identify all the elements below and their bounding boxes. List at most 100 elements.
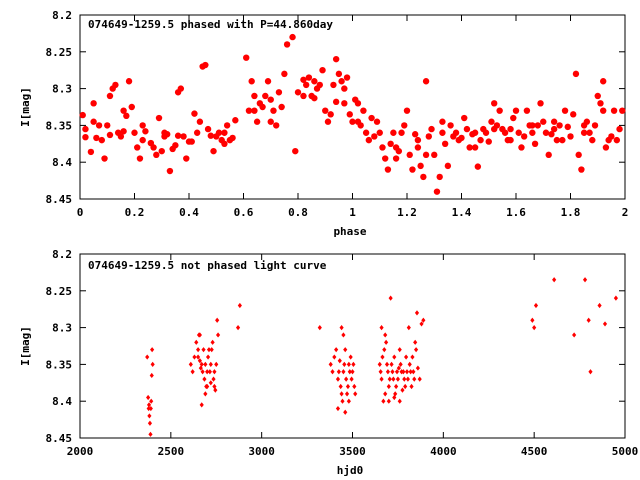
data-point	[338, 383, 343, 390]
data-point	[404, 369, 410, 375]
data-point	[317, 325, 322, 331]
chart-title: 074649-1259.5 not phased light curve	[88, 259, 327, 272]
data-point	[406, 325, 411, 331]
data-point	[134, 144, 141, 151]
data-point	[199, 402, 204, 408]
data-point	[208, 380, 213, 386]
data-point	[439, 129, 446, 136]
data-point	[322, 107, 329, 114]
data-point	[376, 129, 383, 136]
x-tick-label: 0	[77, 206, 84, 219]
data-point	[87, 148, 95, 156]
data-point	[570, 111, 577, 118]
data-point	[90, 118, 97, 125]
data-point	[264, 78, 272, 85]
data-point	[386, 398, 391, 404]
data-point	[324, 118, 332, 125]
data-point	[394, 369, 400, 375]
data-point	[206, 347, 212, 353]
data-point	[214, 361, 219, 367]
data-point	[202, 61, 209, 69]
data-point	[93, 134, 100, 142]
data-point	[586, 129, 593, 136]
data-point	[613, 136, 621, 144]
data-point	[346, 111, 353, 118]
data-point	[559, 136, 566, 144]
data-point	[123, 112, 130, 120]
data-point	[203, 361, 208, 367]
data-point	[190, 369, 195, 375]
data-point	[395, 376, 400, 382]
data-point	[482, 129, 490, 136]
data-point	[183, 155, 190, 162]
x-tick-label: 0.8	[288, 206, 308, 219]
x-axis-title: hjd0	[337, 464, 364, 477]
data-point	[305, 74, 313, 81]
data-point	[564, 123, 571, 131]
data-point	[174, 89, 182, 96]
data-point	[251, 107, 258, 114]
data-point	[343, 347, 348, 353]
data-point	[117, 133, 125, 140]
data-point	[365, 136, 373, 144]
data-point	[210, 147, 217, 155]
data-point	[410, 354, 415, 360]
data-point	[387, 376, 392, 382]
data-point	[550, 118, 558, 125]
data-point	[556, 122, 563, 129]
data-point	[411, 369, 416, 375]
data-point	[393, 391, 398, 397]
data-point	[334, 347, 339, 353]
data-point	[619, 107, 626, 114]
data-point	[270, 107, 277, 114]
data-point	[477, 136, 484, 144]
data-point	[319, 67, 326, 74]
data-point	[600, 78, 607, 85]
data-point	[104, 122, 111, 129]
data-point	[597, 302, 602, 309]
data-point	[382, 347, 387, 353]
data-point	[447, 122, 454, 129]
data-point	[512, 107, 520, 114]
data-point	[213, 387, 218, 393]
data-point	[278, 103, 285, 111]
data-point	[383, 391, 388, 397]
data-point	[421, 317, 426, 323]
data-point	[403, 383, 408, 390]
data-point	[90, 100, 97, 107]
data-point	[414, 136, 422, 144]
data-point	[396, 365, 401, 371]
data-point	[414, 347, 419, 353]
data-point	[201, 347, 206, 353]
data-point	[616, 125, 623, 133]
data-point	[380, 354, 385, 360]
data-point	[188, 138, 195, 145]
data-point	[208, 361, 213, 367]
data-point	[332, 98, 340, 106]
data-point	[98, 136, 106, 144]
data-points	[79, 33, 626, 195]
data-point	[251, 92, 258, 100]
data-point	[150, 144, 157, 151]
x-tick-label: 0.4	[179, 206, 199, 219]
data-point	[212, 383, 217, 390]
data-point	[262, 92, 269, 100]
data-point	[196, 354, 201, 360]
data-point	[345, 383, 351, 390]
data-point	[533, 302, 539, 309]
data-point	[328, 361, 333, 367]
data-point	[400, 387, 405, 393]
data-point	[82, 125, 89, 133]
data-point	[383, 332, 388, 338]
data-point	[336, 369, 341, 375]
data-point	[351, 361, 356, 367]
data-point	[207, 369, 212, 375]
data-point	[387, 140, 394, 147]
data-point	[441, 140, 449, 147]
data-point	[534, 122, 541, 129]
data-point	[275, 89, 283, 96]
data-point	[381, 398, 386, 404]
data-point	[392, 354, 397, 360]
data-point	[532, 325, 537, 331]
data-point	[341, 332, 346, 338]
